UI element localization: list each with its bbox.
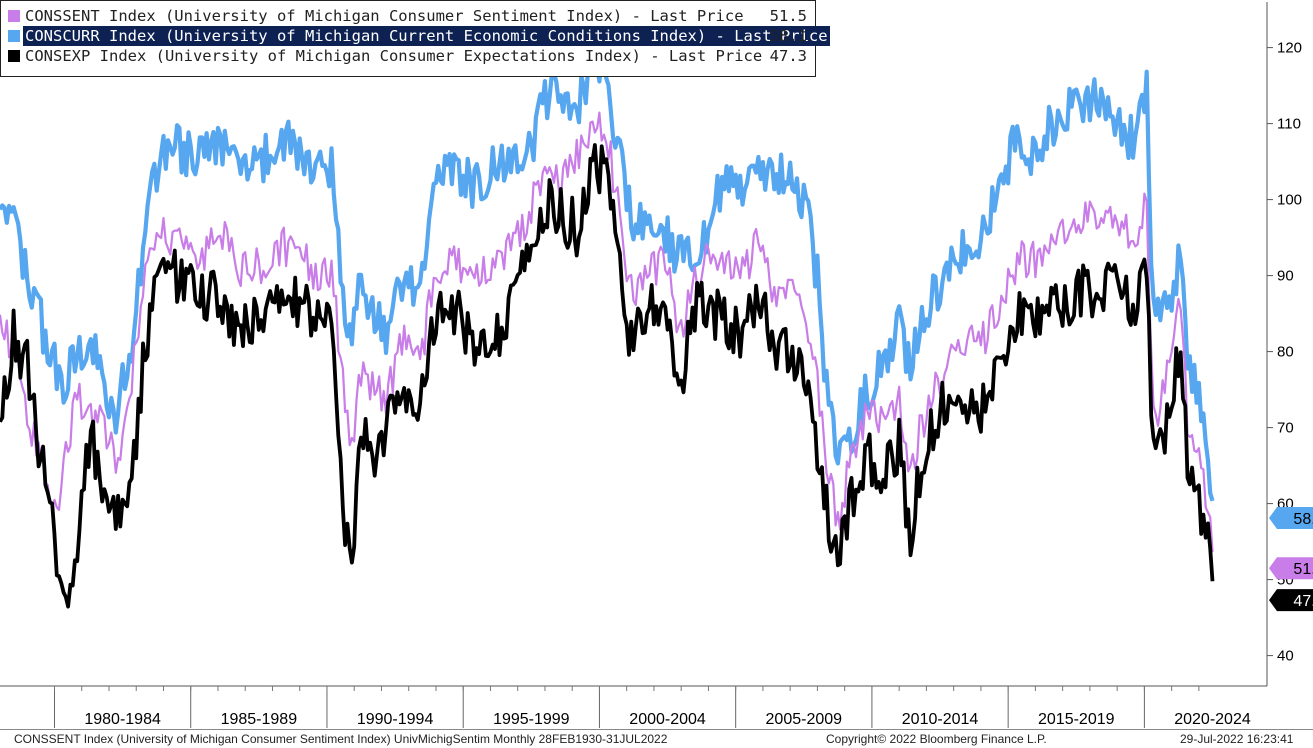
- x-tick-label: 2000-2004: [629, 711, 706, 728]
- series-line-conssent: [0, 111, 1214, 552]
- legend-swatch-icon: [8, 30, 20, 42]
- x-tick-label: 2020-2024: [1174, 711, 1251, 728]
- series-line-consexp: [0, 143, 1215, 609]
- legend-value: 51.5: [769, 7, 807, 25]
- last-price-marker: [1269, 589, 1313, 612]
- x-tick-label: 1995-1999: [493, 711, 570, 728]
- legend-label: CONSSENT Index (University of Michigan C…: [25, 7, 744, 25]
- legend-value: 47.3: [769, 47, 807, 65]
- x-tick-label: 1990-1994: [357, 711, 434, 728]
- x-tick-label: 2005-2009: [766, 711, 843, 728]
- plot-area: [0, 42, 1215, 609]
- y-tick-label: 40: [1277, 648, 1294, 665]
- footer-copyright: Copyright© 2022 Bloomberg Finance L.P.: [826, 732, 1047, 746]
- last-price-label: 47.3: [1293, 593, 1313, 610]
- x-tick-label: 1980-1984: [84, 711, 161, 728]
- series-line-conscurr: [0, 42, 1215, 502]
- last-price-marker: [1269, 557, 1313, 580]
- y-tick-label: 90: [1277, 268, 1294, 285]
- legend-item-conscurr[interactable]: CONSCURR Index (University of Michigan C…: [1, 26, 830, 46]
- x-tick-label: 1985-1989: [221, 711, 298, 728]
- y-tick-label: 80: [1277, 344, 1294, 361]
- last-price-label: 58.1: [1293, 511, 1313, 528]
- y-tick-label: 70: [1277, 420, 1294, 437]
- footer-bar: CONSSENT Index (University of Michigan C…: [0, 729, 1313, 748]
- legend-label: CONSCURR Index (University of Michigan C…: [23, 26, 830, 46]
- legend-label: CONSEXP Index (University of Michigan Co…: [25, 47, 763, 65]
- legend: CONSSENT Index (University of Michigan C…: [0, 0, 830, 77]
- legend-value: 58.1: [769, 27, 807, 45]
- legend-item-consent[interactable]: CONSSENT Index (University of Michigan C…: [1, 6, 815, 26]
- x-tick-label: 2010-2014: [902, 711, 979, 728]
- x-tick-label: 2015-2019: [1038, 711, 1115, 728]
- last-price-label: 51.5: [1293, 561, 1313, 578]
- y-tick-label: 120: [1277, 40, 1302, 57]
- last-price-marker: [1269, 507, 1313, 530]
- footer-source-text: CONSSENT Index (University of Michigan C…: [14, 732, 668, 746]
- footer-timestamp: 29-Jul-2022 16:23:41: [1180, 732, 1294, 746]
- y-tick-label: 100: [1277, 192, 1302, 209]
- x-axis: 1980-1984 1985-1989 1990-1994 1995-1999 2000…: [0, 685, 1267, 728]
- legend-swatch-icon: [8, 10, 20, 22]
- legend-item-consexp[interactable]: CONSEXP Index (University of Michigan Co…: [1, 46, 815, 66]
- legend-swatch-icon: [8, 50, 20, 62]
- last-price-labels: 51.5 58.1 47.3: [1269, 507, 1313, 612]
- y-tick-label: 110: [1277, 116, 1301, 133]
